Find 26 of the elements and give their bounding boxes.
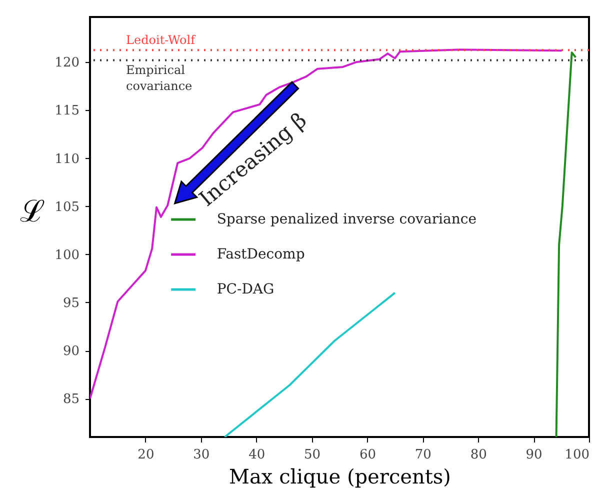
legend-label: PC-DAG (216, 282, 274, 298)
x-tick-label: 20 (138, 448, 154, 462)
y-tick-label: 90 (62, 344, 80, 359)
x-tick-label: 60 (359, 448, 376, 462)
x-tick-label: 90 (526, 448, 542, 462)
x-tick-label: 100 (564, 448, 590, 462)
legend-label: FastDecomp (216, 246, 305, 262)
x-tick-label: 30 (193, 448, 210, 462)
x-tick-label: 40 (248, 448, 266, 462)
ref-line-label: Empirical covariance (126, 63, 192, 94)
y-tick-label: 105 (54, 200, 80, 215)
ref-line-label: Ledoit-Wolf (126, 33, 197, 48)
y-tick-label: 120 (54, 56, 80, 71)
y-axis-title: ℒ (20, 194, 46, 230)
y-tick-label: 95 (62, 296, 80, 311)
line-series (555, 52, 577, 437)
line-series (90, 48, 563, 400)
x-axis-title: Max clique (percents) (229, 464, 451, 488)
x-tick-label: 50 (304, 448, 321, 462)
x-tick-label: 70 (414, 448, 432, 462)
y-tick-label: 110 (54, 152, 80, 167)
y-tick-label: 115 (54, 104, 80, 119)
y-tick-label: 100 (54, 248, 80, 263)
x-tick-label: 80 (470, 448, 487, 462)
legend-label: Sparse penalized inverse covariance (216, 212, 476, 228)
y-tick-label: 85 (62, 392, 80, 408)
